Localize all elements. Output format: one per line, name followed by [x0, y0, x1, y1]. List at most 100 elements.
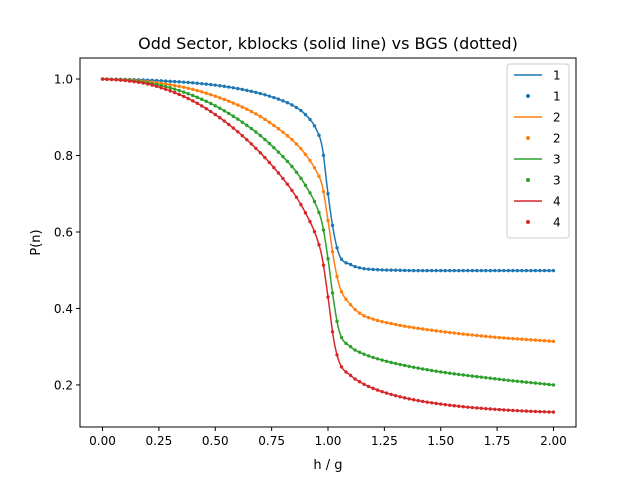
series-2-point: [168, 83, 172, 87]
series-2-point: [240, 105, 245, 109]
y-tick-label: 0.4: [54, 302, 73, 316]
series-3-point: [312, 199, 317, 204]
series-2-point: [393, 322, 398, 327]
legend-label: 3: [553, 174, 561, 188]
series-3-point: [254, 130, 258, 134]
series-3-point: [411, 365, 416, 369]
series-1-point: [497, 268, 502, 273]
series-3-point: [195, 95, 199, 100]
x-axis-label: h / g: [313, 458, 342, 473]
series-4-point: [493, 407, 497, 411]
series-2-point: [493, 335, 497, 339]
series-3-point: [285, 159, 290, 164]
series-1-point: [430, 268, 434, 273]
chart-title: Odd Sector, kblocks (solid line) vs BGS …: [138, 34, 518, 53]
series-3-point: [357, 350, 362, 354]
series-2-point: [542, 339, 547, 343]
series-1-point: [231, 86, 236, 90]
series-3-point: [497, 377, 502, 382]
series-4-point: [245, 138, 249, 142]
series-4-point: [502, 408, 506, 412]
series-2-point: [439, 329, 443, 334]
series-3-point: [542, 382, 547, 386]
series-4-point: [533, 409, 538, 414]
series-1-point: [200, 81, 204, 86]
legend-label: 4: [553, 195, 561, 209]
series-1-point: [366, 267, 371, 271]
y-tick-label: 0.6: [54, 225, 73, 239]
series-3-point: [172, 87, 177, 91]
series-4-point: [434, 401, 438, 406]
series-4-point: [366, 384, 371, 389]
legend-item: 1: [526, 90, 561, 104]
series-3-point: [258, 133, 263, 138]
plot-area: [100, 77, 556, 414]
series-2-point: [267, 120, 272, 125]
series-4-point: [506, 408, 511, 412]
series-4-point: [547, 410, 551, 414]
series-3-point: [524, 380, 529, 384]
series-3-point: [299, 176, 303, 181]
series-3-point: [380, 358, 384, 362]
series-3-point: [520, 380, 524, 384]
x-tick-label: 0.50: [202, 434, 229, 448]
series-4-point: [330, 330, 335, 334]
series-3-point: [416, 366, 420, 370]
series-3-point: [389, 360, 393, 365]
series-4-point: [276, 171, 281, 175]
series-1-point: [285, 101, 290, 105]
series-1-point: [484, 268, 488, 273]
series-4-point: [353, 377, 357, 381]
series-1-point: [272, 95, 276, 100]
series-3-point: [245, 123, 249, 128]
series-4-point: [299, 202, 303, 207]
x-tick-label: 1.50: [427, 434, 454, 448]
series-3-point: [267, 141, 272, 146]
x-tick-label: 0.25: [146, 434, 173, 448]
series-2-point: [407, 325, 411, 329]
series-3-point: [461, 373, 465, 377]
series-4-point: [416, 398, 420, 403]
series-3-point: [272, 146, 276, 150]
series-3-point: [493, 377, 497, 381]
legend-item: 4: [526, 216, 561, 230]
series-2-point: [308, 158, 312, 163]
series-4-point: [168, 89, 172, 93]
series-3-point: [163, 84, 168, 89]
series-1-point: [204, 82, 208, 86]
series-1-point: [191, 81, 195, 85]
series-2-point: [335, 274, 339, 279]
series-2-point: [326, 218, 330, 223]
series-3-point: [227, 111, 231, 116]
series-1-point: [551, 268, 556, 273]
series-4-point: [136, 80, 141, 84]
series-1-point: [249, 89, 254, 94]
series-2-point: [330, 250, 335, 254]
series-4-point: [488, 407, 493, 411]
series-3-point: [191, 93, 195, 98]
series-4-point: [520, 409, 524, 413]
legend-item: 3: [514, 153, 561, 167]
series-2-point: [389, 321, 393, 326]
series-1-point: [159, 79, 163, 83]
series-4-point: [443, 402, 447, 407]
series-4-point: [430, 401, 434, 405]
series-1-point: [321, 153, 326, 158]
series-4-point: [118, 78, 123, 82]
series-3-point: [430, 368, 434, 373]
series-4-point: [177, 92, 181, 97]
series-4-point: [524, 409, 529, 413]
series-4-point: [529, 409, 533, 414]
series-3-point: [488, 376, 493, 380]
series-1-point: [362, 267, 366, 271]
series-4-point: [141, 81, 145, 85]
series-2-point: [263, 117, 267, 122]
series-1-point: [393, 268, 398, 272]
series-2-point: [366, 316, 371, 320]
series-4-point: [402, 396, 407, 400]
series-3-point: [281, 154, 285, 159]
series-1-point: [511, 268, 515, 273]
series-3-point: [420, 367, 425, 371]
series-3-point: [434, 369, 438, 373]
series-1-point: [411, 268, 416, 273]
